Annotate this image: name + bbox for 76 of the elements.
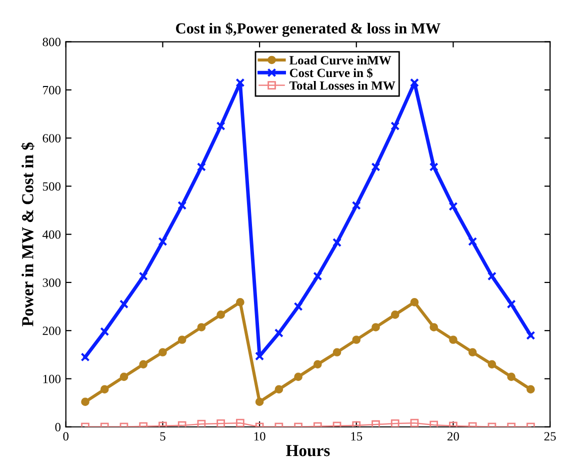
point <box>294 302 303 312</box>
y-tick-label: 700 <box>43 86 61 94</box>
y-tick-label: 500 <box>42 182 61 191</box>
point <box>178 336 186 344</box>
point <box>526 385 535 394</box>
point <box>332 238 342 248</box>
point <box>507 372 516 381</box>
point <box>100 385 109 394</box>
point <box>178 200 187 210</box>
y-tick-label: 300 <box>42 278 61 287</box>
point <box>410 418 419 427</box>
x-tick-label: 10 <box>254 432 266 441</box>
point <box>352 336 361 344</box>
point <box>120 372 128 381</box>
point <box>488 360 496 368</box>
point <box>255 398 264 406</box>
point <box>294 372 302 381</box>
point <box>100 327 110 336</box>
point <box>448 202 458 211</box>
point <box>216 121 226 131</box>
point <box>274 385 284 394</box>
point <box>332 348 342 356</box>
point <box>236 78 245 88</box>
point <box>255 352 264 361</box>
point <box>468 348 477 356</box>
y-tick-label: 100 <box>43 374 61 384</box>
point <box>236 298 244 306</box>
point <box>197 420 206 427</box>
point <box>313 272 322 281</box>
y-axis-title: Power in MW & Cost in $ <box>21 142 34 326</box>
x-tick-label: 5 <box>160 432 166 441</box>
point <box>410 298 419 306</box>
legend-label: Total Losses in MW <box>289 81 396 90</box>
point <box>506 300 516 309</box>
point <box>526 330 536 340</box>
point <box>410 78 419 88</box>
point <box>313 360 322 368</box>
legend-label: Load Curve inMW <box>289 56 392 65</box>
x-tick-label: 20 <box>448 432 459 441</box>
point <box>429 162 438 172</box>
point <box>158 348 167 356</box>
point <box>236 418 244 427</box>
legend-label: Cost Curve in $ <box>290 68 373 78</box>
point <box>352 200 361 210</box>
point <box>138 272 148 281</box>
y-tick-label: 600 <box>42 134 61 142</box>
x-axis-title: Hours <box>286 445 330 456</box>
point <box>390 310 400 319</box>
point <box>216 310 225 319</box>
point <box>468 237 478 246</box>
point <box>372 323 380 332</box>
point <box>430 323 438 332</box>
point <box>158 237 168 246</box>
point <box>390 419 400 427</box>
point <box>139 360 148 368</box>
point <box>372 420 380 427</box>
point <box>80 352 90 362</box>
y-tick-label: 400 <box>42 230 61 239</box>
point <box>487 272 496 281</box>
point <box>274 328 284 338</box>
y-tick-label: 0 <box>55 422 61 432</box>
y-tick-label: 200 <box>42 326 61 336</box>
point <box>371 162 380 172</box>
x-tick-label: 15 <box>351 432 362 441</box>
x-tick-label: 0 <box>63 432 69 441</box>
point <box>196 162 206 172</box>
point <box>81 398 90 406</box>
point <box>449 336 458 344</box>
point <box>119 300 128 309</box>
point <box>197 323 206 332</box>
point <box>430 420 438 427</box>
x-tick-label: 25 <box>544 432 556 441</box>
chart-title: Cost in $,Power generated & loss in MW <box>176 22 440 37</box>
point <box>216 419 225 427</box>
y-tick-label: 800 <box>42 38 61 46</box>
point <box>390 121 400 131</box>
